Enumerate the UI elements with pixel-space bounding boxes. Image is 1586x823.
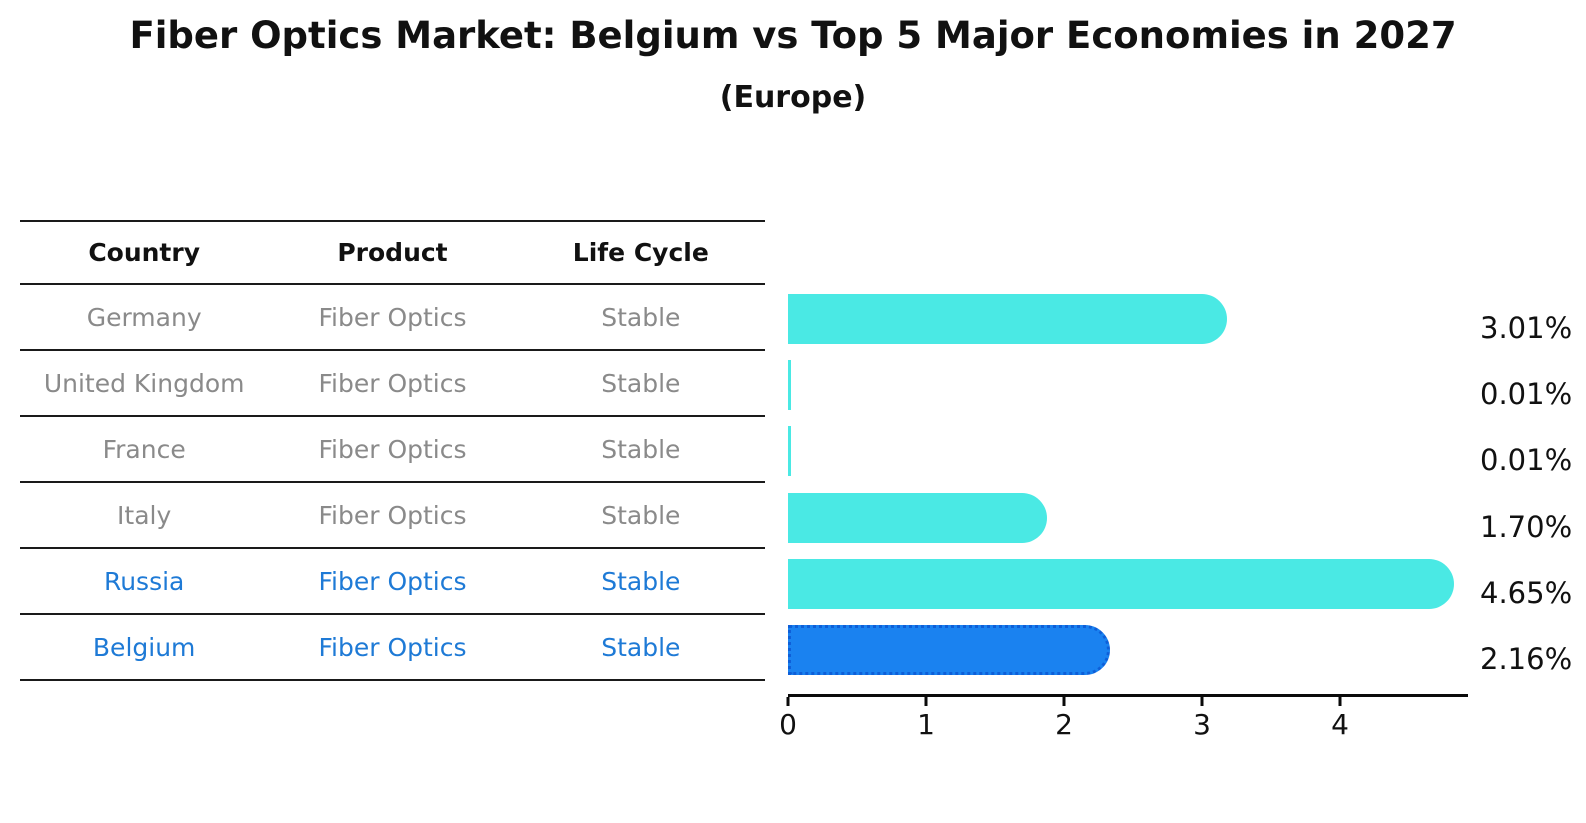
cell-life-cycle: Stable: [601, 632, 681, 662]
bar-row-belgium: 2.16%: [788, 617, 1586, 683]
bar-row-italy: 1.70%: [788, 484, 1586, 550]
bar-russia: [788, 558, 1454, 609]
bar-plot: 3.01% 0.01% 0.01% 1.70% 4.65% 2.16%: [788, 286, 1586, 683]
bar-germany: [788, 294, 1228, 345]
cell-country: Russia: [103, 566, 185, 596]
cell-product: Fiber Optics: [318, 500, 467, 530]
table-row-italy: Italy Fiber Optics Stable: [20, 483, 765, 549]
x-tick-label: 2: [1055, 708, 1073, 741]
cell-life-cycle: Stable: [601, 500, 681, 530]
table-row-russia: Russia Fiber Optics Stable: [20, 549, 765, 615]
x-tick-label: 3: [1193, 708, 1211, 741]
value-label-russia: 4.65%: [1480, 575, 1573, 610]
cell-country: France: [102, 434, 186, 464]
table-header-country: Country: [88, 238, 201, 267]
chart-title: Fiber Optics Market: Belgium vs Top 5 Ma…: [129, 14, 1457, 57]
cell-product: Fiber Optics: [318, 566, 467, 596]
value-label-united-kingdom: 0.01%: [1480, 377, 1573, 412]
cell-country: Italy: [117, 500, 172, 530]
country-table: Country Product Life Cycle Germany Fiber…: [20, 220, 765, 681]
cell-country: United Kingdom: [43, 368, 245, 398]
x-tick-label: 0: [779, 708, 797, 741]
x-tick-mark: [1200, 697, 1204, 706]
cell-country: Germany: [86, 302, 202, 332]
value-label-italy: 1.70%: [1480, 509, 1573, 544]
table-header-product: Product: [337, 238, 448, 267]
value-label-france: 0.01%: [1480, 443, 1573, 478]
cell-life-cycle: Stable: [601, 566, 681, 596]
value-label-belgium: 2.16%: [1480, 641, 1573, 676]
x-axis: 0 1 2 3 4: [779, 694, 1586, 754]
chart-subtitle: (Europe): [719, 80, 867, 115]
x-tick-mark: [924, 697, 928, 706]
cell-life-cycle: Stable: [601, 302, 681, 332]
x-tick-mark: [1338, 697, 1342, 706]
x-tick-mark: [1062, 697, 1066, 706]
table-row-france: France Fiber Optics Stable: [20, 417, 765, 483]
table-row-united-kingdom: United Kingdom Fiber Optics Stable: [20, 351, 765, 417]
bar-row-france: 0.01%: [788, 418, 1586, 484]
cell-life-cycle: Stable: [601, 434, 681, 464]
x-tick-mark: [786, 697, 790, 706]
cell-product: Fiber Optics: [318, 632, 467, 662]
cell-product: Fiber Optics: [318, 302, 467, 332]
cell-country: Belgium: [92, 632, 196, 662]
bar-row-united-kingdom: 0.01%: [788, 352, 1586, 418]
table-header-life-cycle: Life Cycle: [572, 238, 709, 267]
cell-product: Fiber Optics: [318, 434, 467, 464]
table-row-belgium: Belgium Fiber Optics Stable: [20, 615, 765, 681]
cell-life-cycle: Stable: [601, 368, 681, 398]
bar-france: [788, 426, 791, 477]
x-tick-label: 1: [917, 708, 935, 741]
bar-row-germany: 3.01%: [788, 286, 1586, 352]
value-label-germany: 3.01%: [1480, 311, 1573, 346]
x-tick-label: 4: [1331, 708, 1349, 741]
table-header-row: Country Product Life Cycle: [20, 220, 765, 285]
cell-product: Fiber Optics: [318, 368, 467, 398]
bar-row-russia: 4.65%: [788, 551, 1586, 617]
bar-italy: [788, 492, 1047, 543]
table-row-germany: Germany Fiber Optics Stable: [20, 285, 765, 351]
bar-united-kingdom: [788, 360, 791, 411]
bar-belgium: [788, 624, 1111, 675]
x-axis-spine: [788, 694, 1468, 697]
